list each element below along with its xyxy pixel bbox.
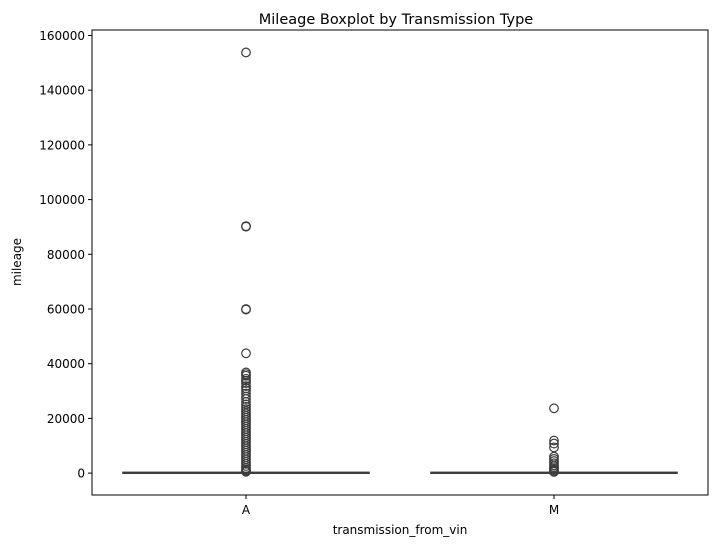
y-tick-label: 60000 [47, 303, 85, 317]
outlier-point [241, 375, 251, 386]
outlier-point [549, 403, 559, 414]
y-tick-label: 0 [77, 467, 85, 481]
outlier-point [241, 378, 251, 389]
y-tick-label: 80000 [47, 248, 85, 262]
outlier-point [241, 221, 251, 232]
outlier-point [549, 435, 559, 446]
y-tick-label: 160000 [39, 29, 85, 43]
y-tick-label: 40000 [47, 357, 85, 371]
y-tick-label: 140000 [39, 84, 85, 98]
outlier-point [241, 47, 251, 58]
y-tick-label: 100000 [39, 193, 85, 207]
y-tick-label: 20000 [47, 412, 85, 426]
box-M [430, 403, 678, 477]
outlier-point [549, 442, 559, 453]
outlier-point [549, 438, 559, 449]
y-axis-label: mileage [10, 238, 24, 286]
chart-title: Mileage Boxplot by Transmission Type [259, 12, 534, 28]
outlier-point [241, 370, 251, 381]
box-A [122, 47, 370, 477]
outlier-point [241, 466, 251, 477]
x-tick-label: M [549, 503, 559, 517]
outlier-point [549, 466, 559, 477]
y-axis: 0 20000 40000 60000 80000 100000 120000 140000 1… [39, 29, 92, 481]
x-axis-label: transmission_from_vin [333, 523, 468, 537]
outlier-point [241, 348, 251, 359]
plot-area [122, 47, 678, 477]
outlier-point [241, 397, 251, 407]
x-tick-label: A [242, 503, 251, 517]
axes-frame [91, 29, 709, 496]
y-tick-label: 120000 [39, 138, 85, 152]
outlier-point [241, 394, 251, 404]
outlier-point [241, 391, 251, 402]
outlier-point [241, 304, 251, 315]
